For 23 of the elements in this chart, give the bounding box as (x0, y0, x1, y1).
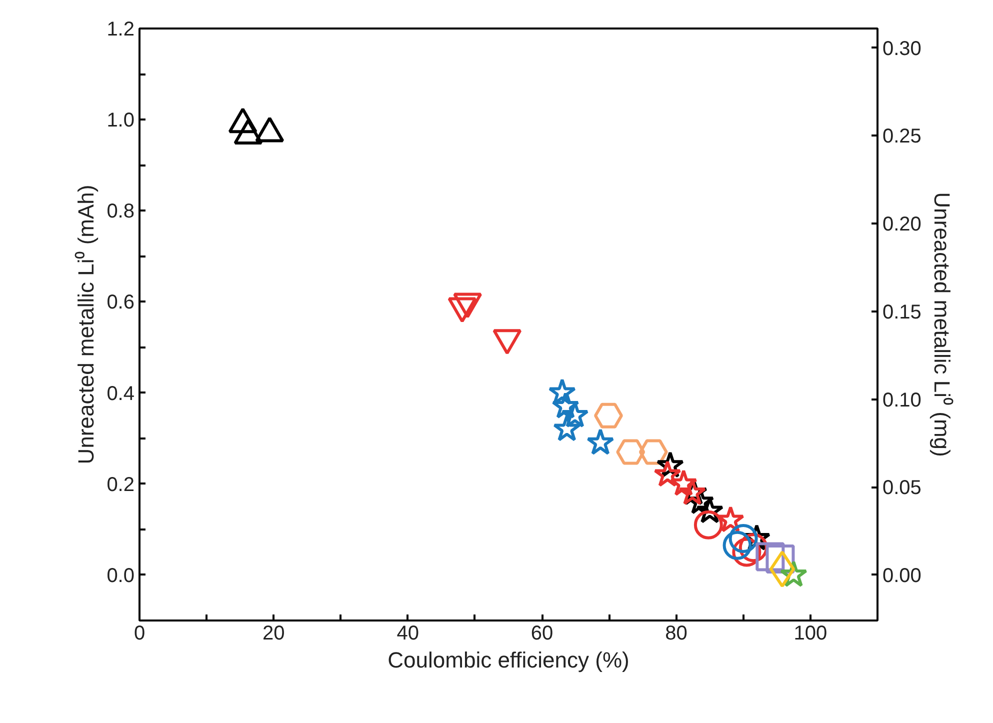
y-tick-label: 0.0 (106, 564, 135, 587)
x-tick-label: 20 (262, 622, 285, 644)
y2-tick-label: 0.10 (882, 389, 922, 412)
y-tick-label: 0.4 (106, 382, 135, 405)
x-axis-title: Coulombic efficiency (%) (388, 648, 630, 672)
x-tick-label: 80 (665, 622, 688, 644)
y-axis-title: Unreacted metallic Li⁰ (mAh) (74, 184, 99, 464)
y2-tick-label: 0.15 (882, 301, 922, 324)
y-tick-label: 0.6 (106, 292, 135, 314)
y-tick-label: 0.2 (106, 474, 135, 496)
y2-tick-label: 0.20 (882, 214, 922, 236)
y2-tick-label: 0.25 (882, 126, 922, 148)
y-tick-label: 0.8 (106, 200, 135, 223)
y-tick-label: 1.0 (106, 110, 135, 132)
y-tick-label: 1.2 (106, 18, 135, 40)
y2-tick-label: 0.30 (882, 38, 922, 60)
x-tick-label: 60 (530, 622, 554, 644)
y2-axis-title: Unreacted metallic Li⁰ (mg) (929, 192, 954, 457)
y2-tick-label: 0.00 (882, 564, 922, 587)
x-tick-label: 0 (134, 622, 146, 644)
y2-tick-label: 0.05 (882, 477, 922, 500)
x-tick-label: 100 (794, 622, 828, 644)
x-tick-label: 40 (396, 622, 419, 644)
